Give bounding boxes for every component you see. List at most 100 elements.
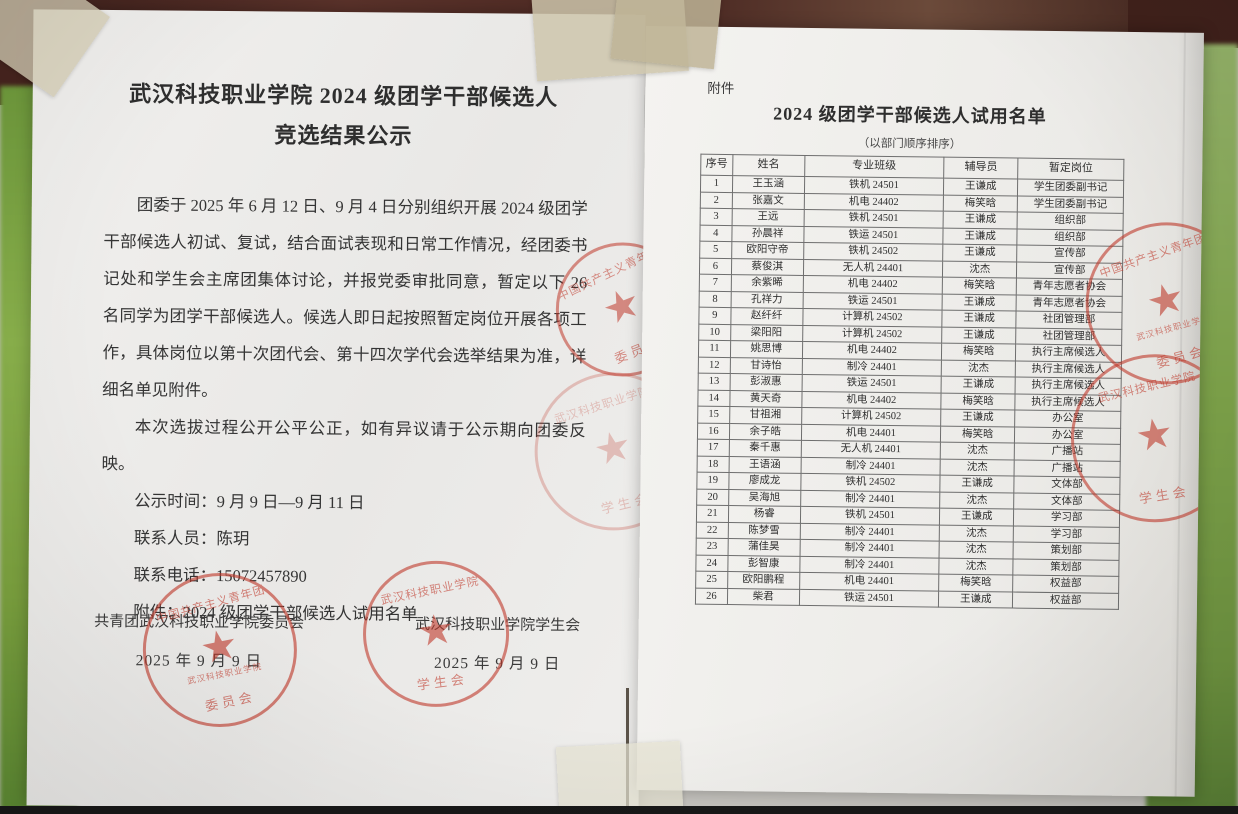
- table-cell: 彭智康: [727, 555, 800, 573]
- table-cell: 机电 24402: [802, 341, 942, 360]
- table-cell: 王谦成: [943, 211, 1018, 229]
- seal-bottom-text: 委员会: [203, 688, 257, 714]
- table-cell: 铁机 24501: [800, 506, 940, 525]
- table-cell: 组织部: [1017, 228, 1124, 247]
- table-cell: 广播站: [1014, 459, 1121, 478]
- table-cell: 铁机 24502: [800, 473, 941, 492]
- table-cell: 梅笑晗: [941, 343, 1016, 361]
- table-cell: 赵纤纤: [730, 307, 803, 325]
- contact-phone-line: 联系电话：15072457890: [133, 565, 307, 586]
- table-cell: 余紫晞: [730, 274, 804, 292]
- table-cell: 8: [699, 290, 731, 308]
- signature-row: 共青团武汉科技职业学院委员会 2025 年 9 月 9 日 武汉科技职业学院学生…: [94, 610, 581, 674]
- table-cell: 制冷 24401: [800, 489, 941, 509]
- table-cell: 王谦成: [941, 376, 1016, 394]
- table-cell: 铁机 24502: [803, 242, 944, 261]
- table-cell: 学习部: [1013, 509, 1120, 527]
- contact-person-line: 联系人员：陈玥: [133, 528, 250, 549]
- table-cell: 机电 24402: [803, 192, 944, 212]
- table-cell: 7: [699, 274, 732, 292]
- table-cell: 彭淑惠: [729, 373, 802, 391]
- announcement-page: 武汉科技职业学院 2024 级团学干部候选人 竞选结果公示 团委于 2025 年…: [26, 9, 646, 811]
- table-cell: 梅笑晗: [938, 574, 1014, 592]
- table-cell: 计算机 24502: [802, 308, 943, 327]
- table-cell: 黄天奇: [729, 390, 802, 408]
- table-cell: 办公室: [1014, 410, 1121, 428]
- table-cell: 王谦成: [942, 293, 1017, 312]
- table-cell: 梅笑晗: [942, 277, 1017, 295]
- table-cell: 梅笑晗: [940, 425, 1015, 444]
- table-cell: 青年志愿者协会: [1016, 294, 1123, 313]
- star-icon: ★: [1132, 410, 1177, 462]
- tape-bottom-center: [555, 740, 685, 814]
- table-cell: 蔡俊淇: [731, 258, 804, 276]
- announcement-title-line1: 武汉科技职业学院 2024 级团学干部候选人: [129, 81, 559, 110]
- table-cell: 13: [698, 373, 730, 391]
- table-cell: 计算机 24502: [802, 324, 943, 344]
- table-cell: 张嘉文: [731, 192, 805, 210]
- table-cell: 25: [695, 571, 728, 589]
- star-icon: ★: [589, 422, 637, 476]
- table-cell: 沈杰: [939, 541, 1014, 559]
- table-cell: 学习部: [1013, 525, 1120, 544]
- col-header-counselor: 辅导员: [943, 157, 1019, 180]
- table-cell: 无人机 24401: [800, 440, 941, 459]
- table-cell: 无人机 24401: [803, 258, 943, 278]
- table-cell: 学生团委副书记: [1017, 195, 1124, 214]
- table-cell: 22: [696, 521, 729, 539]
- table-cell: 甘诗怡: [729, 357, 803, 375]
- announcement-body: 团委于 2025 年 6 月 12 日、9 月 4 日分别组织开展 2024 级…: [100, 186, 588, 634]
- table-cell: 执行主席候选人: [1015, 377, 1122, 395]
- candidate-table: 序号 姓名 专业班级 辅导员 暂定岗位 1 王玉涵 铁机 24501 王谦成 学生团委副…: [695, 154, 1124, 610]
- table-cell: 21: [696, 505, 729, 523]
- table-cell: 沈杰: [940, 442, 1015, 460]
- table-cell: 沈杰: [942, 260, 1017, 279]
- table-cell: 制冷 24401: [799, 522, 940, 542]
- table-cell: 策划部: [1013, 558, 1120, 577]
- table-cell: 19: [696, 472, 729, 490]
- table-cell: 5: [699, 241, 732, 259]
- table-cell: 王语涵: [728, 456, 801, 474]
- table-cell: 王谦成: [940, 409, 1016, 427]
- table-cell: 欧阳守帝: [731, 241, 804, 259]
- announcement-title: 武汉科技职业学院 2024 级团学干部候选人 竞选结果公示: [92, 74, 595, 158]
- table-cell: 策划部: [1013, 542, 1120, 560]
- frame-bottom-edge: [0, 806, 1238, 814]
- table-cell: 欧阳鹏程: [727, 571, 800, 589]
- table-cell: 王谦成: [942, 244, 1018, 262]
- table-cell: 1: [700, 175, 733, 193]
- table-cell: 沈杰: [939, 491, 1015, 510]
- table-cell: 沈杰: [939, 524, 1014, 543]
- signature-student-union-org: 武汉科技职业学院学生会: [415, 616, 581, 635]
- table-cell: 王谦成: [943, 178, 1018, 196]
- table-cell: 王谦成: [941, 326, 1017, 345]
- table-cell: 梅笑晗: [943, 194, 1018, 213]
- table-body: 1 王玉涵 铁机 24501 王谦成 学生团委副书记 2 张嘉文 机电 24402 梅笑晗 学生团…: [695, 175, 1124, 610]
- table-cell: 孔祥力: [730, 291, 803, 309]
- table-cell: 组织部: [1017, 212, 1124, 230]
- table-cell: 26: [695, 587, 728, 605]
- table-cell: 王谦成: [940, 475, 1015, 493]
- signature-student-union: 武汉科技职业学院学生会 2025 年 9 月 9 日: [415, 613, 581, 674]
- signature-committee: 共青团武汉科技职业学院委员会 2025 年 9 月 9 日: [94, 610, 305, 672]
- col-header-position: 暂定岗位: [1017, 158, 1124, 181]
- table-cell: 12: [698, 356, 731, 374]
- table-cell: 沈杰: [939, 557, 1014, 576]
- announcement-title-line2: 竞选结果公示: [274, 122, 413, 149]
- table-cell: 沈杰: [940, 458, 1015, 477]
- table-cell: 柴君: [727, 588, 800, 606]
- table-cell: 铁运 24501: [799, 588, 939, 608]
- table-cell: 廖成龙: [728, 472, 801, 490]
- public-time-line: 公示时间：9 月 9 日—9 月 11 日: [134, 491, 365, 513]
- table-cell: 20: [696, 488, 729, 506]
- table-cell: 制冷 24401: [801, 357, 942, 377]
- table-cell: 梅笑晗: [941, 392, 1016, 411]
- table-cell: 广播站: [1014, 443, 1121, 461]
- table-cell: 王谦成: [939, 508, 1014, 526]
- table-cell: 宣传部: [1016, 245, 1123, 263]
- table-cell: 王远: [731, 208, 804, 226]
- star-icon: ★: [596, 278, 646, 336]
- table-cell: 王谦成: [942, 310, 1017, 328]
- table-cell: 余子皓: [729, 423, 802, 441]
